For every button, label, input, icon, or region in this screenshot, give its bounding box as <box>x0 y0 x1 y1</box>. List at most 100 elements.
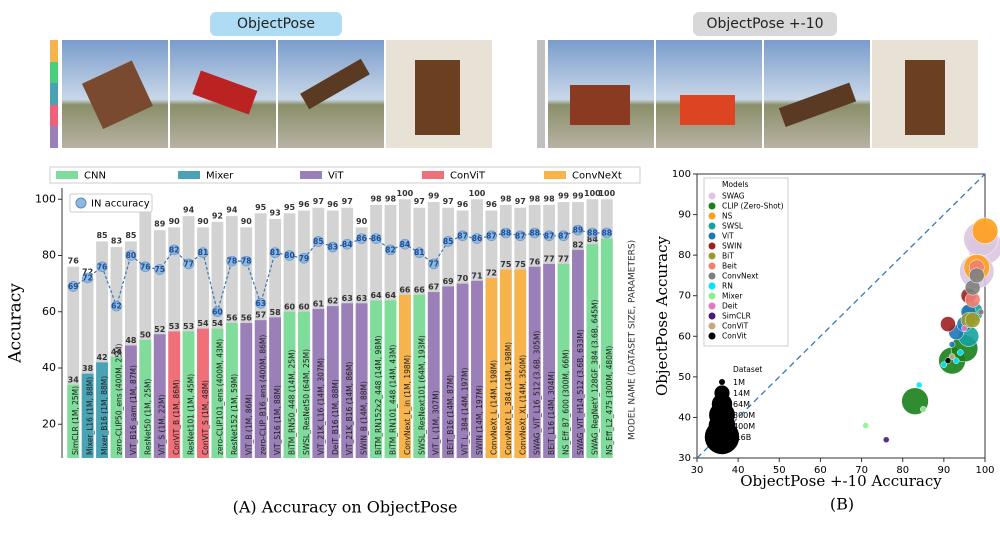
upper-label: 99 <box>428 192 440 201</box>
size-legend-label: 64M <box>733 400 750 409</box>
caption: (A) Accuracy on ObjectPose <box>233 498 458 517</box>
x-tick-label: BiTM_RN152x2_448 (14M, 98M) <box>374 335 383 455</box>
upper-label: 92 <box>212 211 223 220</box>
upper-label: 99 <box>572 192 584 201</box>
bar <box>370 300 382 458</box>
in-accuracy-dot <box>587 227 598 239</box>
legend-marker <box>708 252 716 260</box>
upper-label: 72 <box>82 268 93 277</box>
upper-label: 100 <box>584 189 601 198</box>
in-accuracy-label: 88 <box>602 229 612 238</box>
bar <box>110 356 123 458</box>
bar <box>240 323 253 458</box>
x-tick-label: SWAG_ViT_H14_512 (3.6B, 633M) <box>576 329 585 455</box>
value-label: 61 <box>313 299 325 308</box>
x-tick-label: ViT_L_384 (14M, 197M) <box>461 367 470 455</box>
upper-label: 96 <box>298 200 310 209</box>
bar <box>283 311 296 458</box>
upper-label: 100 <box>469 189 486 198</box>
y-tick-label: 80 <box>678 250 691 261</box>
x-tick-label: 100 <box>975 465 994 476</box>
x-tick-label: NS_Eff_B7_600 (300M, 66M) <box>562 349 571 455</box>
strip <box>50 105 58 126</box>
upper-label: 97 <box>342 197 353 206</box>
photo-object <box>81 60 153 130</box>
x-tick-label: ViT_B16_sam (1M, 87M) <box>129 365 138 455</box>
in-accuracy-dot <box>356 233 367 244</box>
bar <box>139 339 152 458</box>
x-tick-label: ViT_21K_B16 (14M, 86M) <box>345 362 354 455</box>
in-accuracy-dot <box>140 261 151 273</box>
x-tick-label: BEiT_L16 (14M, 304M) <box>547 371 556 455</box>
in-accuracy-dot <box>154 264 166 275</box>
in-accuracy-dot <box>385 244 396 256</box>
in-accuracy-dot <box>543 230 555 242</box>
y-tick-label: 60 <box>678 331 691 342</box>
in-accuracy-dot <box>313 236 324 247</box>
legend-marker <box>708 282 716 290</box>
in-accuracy-dot <box>500 227 512 239</box>
in-accuracy-label: 79 <box>299 254 309 263</box>
point <box>964 312 981 328</box>
point <box>940 316 956 332</box>
value-label: 58 <box>270 308 282 317</box>
x-tick-label: SWSL_ResNet50 (64M, 25M) <box>302 349 311 455</box>
in-accuracy-dot <box>197 247 209 258</box>
strip <box>50 126 58 148</box>
value-label: 75 <box>515 260 527 269</box>
value-label: 64 <box>385 291 397 300</box>
in-accuracy-dot <box>284 250 295 261</box>
x-tick-label: ViT_S (1M, 22M) <box>158 395 167 455</box>
legend-marker <box>708 212 716 220</box>
in-accuracy-label: 62 <box>111 302 121 311</box>
value-label: 77 <box>558 254 569 263</box>
value-label: 66 <box>414 285 426 294</box>
in-legend-label: IN accuracy <box>91 199 150 210</box>
value-label: 82 <box>572 240 583 249</box>
in-accuracy-label: 87 <box>515 231 525 240</box>
x-tick-label: ResNet50 (1M, 25M) <box>143 379 152 455</box>
value-label: 63 <box>342 294 353 303</box>
value-label: 34 <box>68 375 80 384</box>
x-tick-label: 30 <box>691 465 704 476</box>
y-tick-label: 80 <box>42 249 56 262</box>
upper-label: 98 <box>385 194 397 203</box>
legend-marker <box>708 292 716 300</box>
strip <box>50 62 58 83</box>
y-tick-label: 50 <box>678 372 691 383</box>
in-accuracy-dot <box>67 281 79 292</box>
in-accuracy-label: 81 <box>198 248 208 257</box>
upper-label: 99 <box>558 192 570 201</box>
bar <box>543 263 556 458</box>
bar <box>413 294 426 458</box>
in-accuracy-line <box>72 229 607 315</box>
x-tick-label: ConvNeXt_L_384 (14M, 198M) <box>504 342 513 455</box>
size-legend-marker <box>719 379 725 385</box>
x-tick-label: ConViT_S (1M, 48M) <box>201 380 210 455</box>
in-accuracy-dot <box>558 230 569 242</box>
x-tick-label: SWSL_ResNext101 (64M, 193M) <box>417 335 426 455</box>
x-tick-label: BEiT_B16 (14M, 87M) <box>446 375 455 455</box>
photo-object <box>570 85 630 125</box>
bar <box>586 244 599 458</box>
value-label: 57 <box>255 311 266 320</box>
header-pill <box>210 12 342 36</box>
bar <box>355 303 368 458</box>
legend-title: Models <box>722 180 749 189</box>
in-accuracy-label: 84 <box>342 240 352 249</box>
photo <box>764 40 870 148</box>
upper-label: 100 <box>397 189 414 198</box>
bar <box>442 286 455 458</box>
bar <box>168 331 181 458</box>
in-accuracy-dot <box>82 272 93 284</box>
in-accuracy-dot <box>96 261 108 273</box>
in-accuracy-label: 81 <box>270 248 280 257</box>
value-label: 60 <box>298 302 310 311</box>
value-label: 67 <box>428 283 439 292</box>
point <box>940 361 948 368</box>
upper-label: 90 <box>356 217 368 226</box>
legend-swatch <box>422 171 444 179</box>
bar <box>341 303 354 458</box>
in-accuracy-label: 63 <box>255 299 265 308</box>
